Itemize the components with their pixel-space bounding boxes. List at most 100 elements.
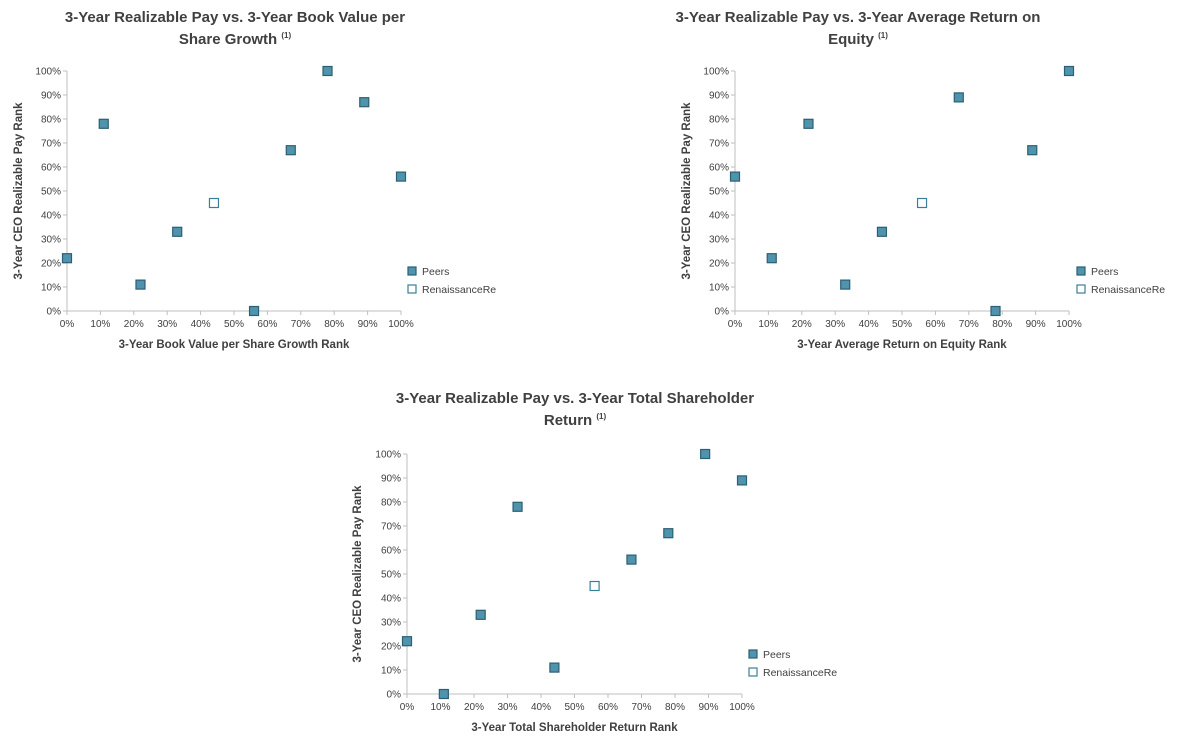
y-tick-label: 30% <box>381 618 401 629</box>
peer-point <box>61 253 73 264</box>
y-tick-label: 90% <box>41 91 61 102</box>
chart-title-line1: 3-Year Realizable Pay vs. 3-Year Book Va… <box>65 9 405 26</box>
x-tick-label: 10% <box>90 319 110 330</box>
title-footnote: (1) <box>878 31 888 40</box>
x-tick-label: 50% <box>892 319 912 330</box>
y-tick-label: 100% <box>35 67 61 78</box>
x-tick-label: 70% <box>959 319 979 330</box>
peer-point <box>172 226 183 237</box>
y-tick-label: 90% <box>381 474 401 485</box>
legend: Peers RenaissanceRe <box>407 266 496 296</box>
scatter-chart-book-value: 3-Year Realizable Pay vs. 3-Year Book Va… <box>0 0 560 360</box>
y-tick-label: 70% <box>381 522 401 533</box>
y-tick-label: 30% <box>41 235 61 246</box>
peer-point <box>729 171 741 182</box>
x-axis-label: 3-Year Total Shareholder Return Rank <box>471 722 678 734</box>
y-tick-label: 40% <box>381 594 401 605</box>
x-tick-label: 90% <box>698 702 718 713</box>
x-axis-label: 3-Year Book Value per Share Growth Rank <box>119 339 350 351</box>
title-footnote: (1) <box>281 31 291 40</box>
y-tick-label: 70% <box>709 139 729 150</box>
y-tick-label: 50% <box>381 570 401 581</box>
x-tick-label: 40% <box>531 702 551 713</box>
legend-renaissancere-marker <box>748 667 758 677</box>
y-tick-label: 70% <box>41 139 61 150</box>
title-footnote: (1) <box>596 412 606 421</box>
y-axis-label: 3-Year CEO Realizable Pay Rank <box>681 102 693 280</box>
x-tick-label: 30% <box>157 319 177 330</box>
peer-point <box>990 305 1001 317</box>
legend: Peers RenaissanceRe <box>748 649 837 679</box>
x-tick-label: 20% <box>464 702 484 713</box>
chart-svg: 3-Year Realizable Pay vs. 3-Year Average… <box>676 9 1166 351</box>
y-tick-label: 0% <box>387 690 402 701</box>
x-tick-label: 100% <box>729 702 755 713</box>
y-tick-label: 20% <box>381 642 401 653</box>
y-tick-label: 50% <box>709 187 729 198</box>
y-tick-label: 60% <box>709 163 729 174</box>
y-axis-label: 3-Year CEO Realizable Pay Rank <box>13 102 25 280</box>
x-tick-label: 10% <box>758 319 778 330</box>
legend: Peers RenaissanceRe <box>1076 266 1165 296</box>
y-tick-label: 60% <box>381 546 401 557</box>
x-tick-label: 90% <box>358 319 378 330</box>
y-tick-label: 10% <box>41 283 61 294</box>
peer-point <box>700 448 711 460</box>
y-axis-label: 3-Year CEO Realizable Pay Rank <box>352 485 364 663</box>
legend-peers-label: Peers <box>422 266 449 278</box>
y-tick-label: 50% <box>41 187 61 198</box>
peer-point <box>1063 65 1075 77</box>
y-tick-label: 90% <box>709 91 729 102</box>
y-tick-label: 80% <box>709 115 729 126</box>
peer-point <box>248 305 260 317</box>
y-tick-label: 20% <box>709 259 729 270</box>
x-tick-label: 60% <box>257 319 277 330</box>
peer-point <box>663 528 674 539</box>
peer-point <box>135 279 146 290</box>
peer-point <box>876 226 888 237</box>
renaissancere-point <box>208 197 220 209</box>
peer-point <box>512 501 523 512</box>
chart-title-line1: 3-Year Realizable Pay vs. 3-Year Total S… <box>396 390 754 407</box>
y-tick-label: 80% <box>381 498 401 509</box>
peer-point <box>766 253 777 264</box>
peer-point <box>626 554 637 565</box>
x-tick-label: 80% <box>324 319 344 330</box>
x-tick-label: 90% <box>1026 319 1046 330</box>
peer-point <box>475 609 486 620</box>
y-tick-label: 100% <box>703 67 729 78</box>
x-tick-label: 20% <box>792 319 812 330</box>
x-tick-label: 70% <box>291 319 311 330</box>
x-tick-label: 30% <box>497 702 517 713</box>
legend-peers-marker <box>407 266 417 276</box>
scatter-chart-shareholder-return: 3-Year Realizable Pay vs. 3-Year Total S… <box>290 380 890 736</box>
x-tick-label: 0% <box>400 702 415 713</box>
chart-title-line2: Share Growth (1) <box>179 31 292 48</box>
x-tick-label: 80% <box>665 702 685 713</box>
peer-point <box>1027 145 1038 156</box>
peer-point <box>322 65 333 77</box>
x-tick-label: 70% <box>631 702 651 713</box>
peer-point <box>401 636 413 647</box>
y-tick-label: 10% <box>381 666 401 677</box>
scatter-chart-return-on-equity: 3-Year Realizable Pay vs. 3-Year Average… <box>600 0 1177 360</box>
x-tick-label: 10% <box>430 702 450 713</box>
y-tick-label: 0% <box>715 307 730 318</box>
y-tick-label: 100% <box>375 450 401 461</box>
x-tick-label: 20% <box>124 319 144 330</box>
legend-renaissancere-label: RenaissanceRe <box>1091 284 1165 296</box>
y-tick-label: 40% <box>709 211 729 222</box>
y-tick-label: 10% <box>709 283 729 294</box>
y-tick-label: 20% <box>41 259 61 270</box>
peer-point <box>359 97 370 108</box>
chart-title-line1: 3-Year Realizable Pay vs. 3-Year Average… <box>676 9 1041 26</box>
x-tick-label: 0% <box>60 319 75 330</box>
legend-peers-label: Peers <box>763 649 790 661</box>
peer-point <box>803 118 814 129</box>
legend-peers-label: Peers <box>1091 266 1118 278</box>
chart-title-line2: Equity (1) <box>828 31 888 48</box>
peer-point <box>840 279 851 290</box>
chart-title-line2: Return (1) <box>544 412 607 429</box>
legend-peers-marker <box>1076 266 1086 276</box>
y-tick-label: 0% <box>47 307 62 318</box>
